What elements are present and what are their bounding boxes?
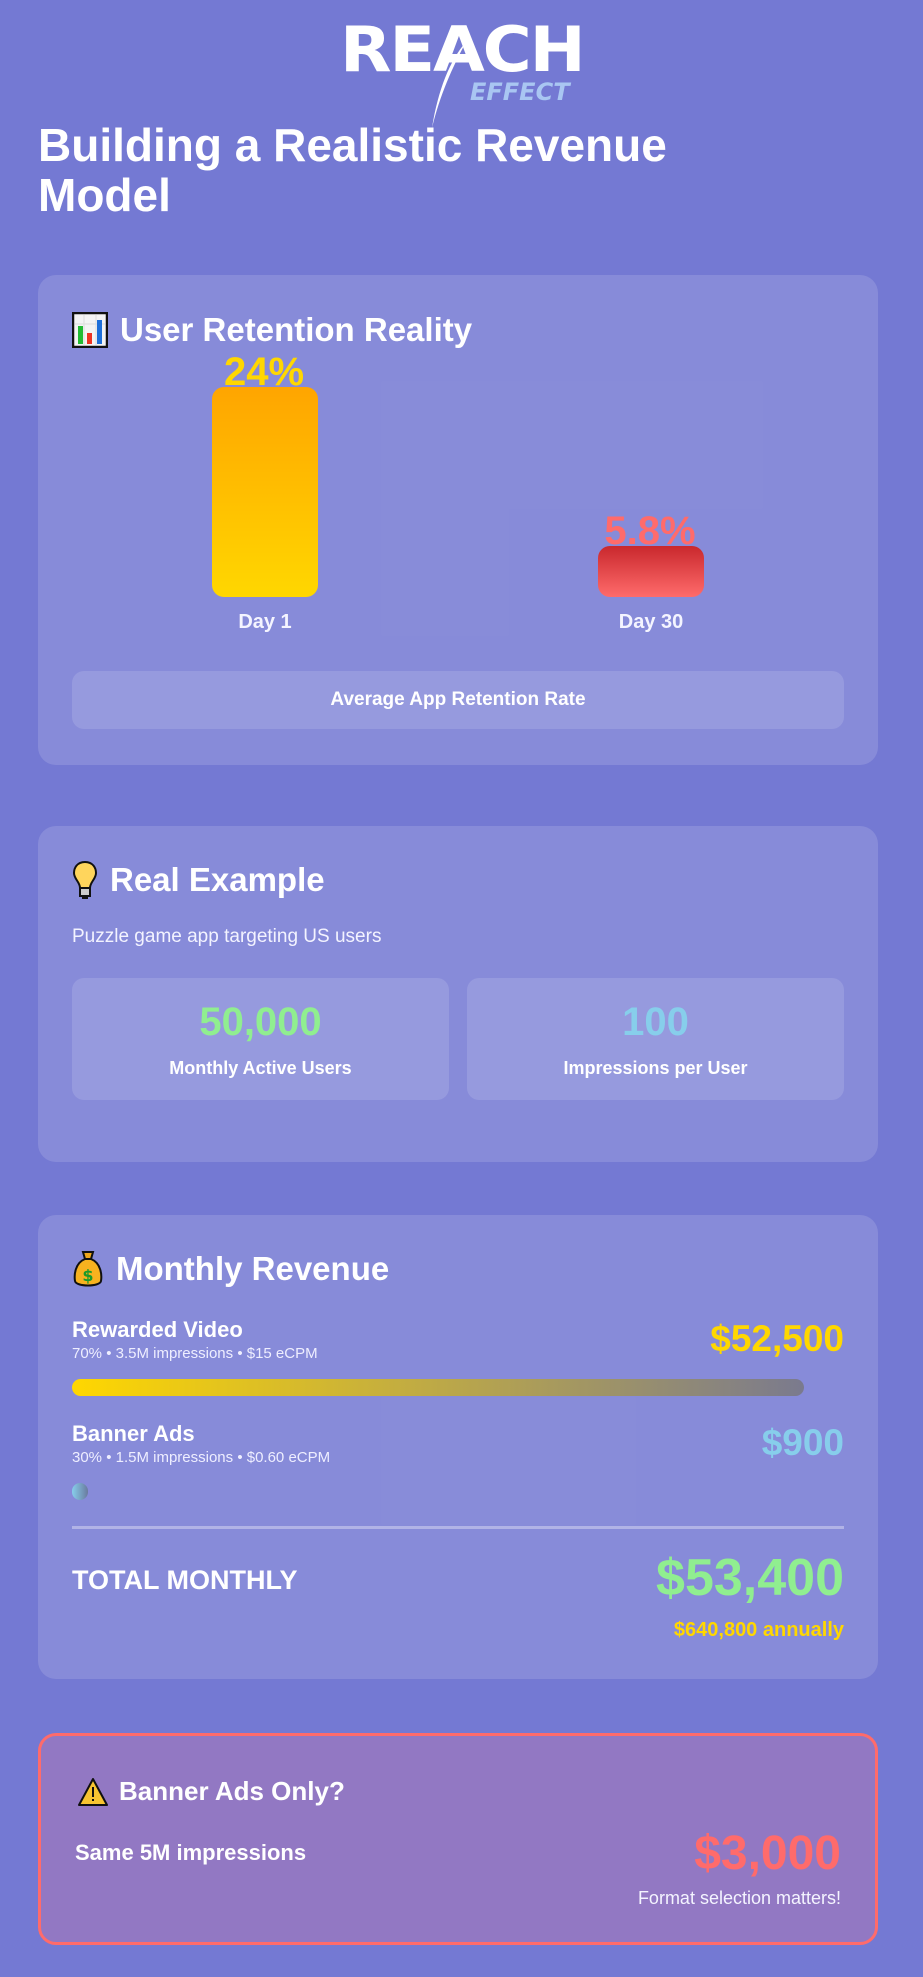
stat-impressions-per-user: 100 Impressions per User: [467, 978, 844, 1100]
stat-value: 100: [622, 1000, 689, 1044]
bar-value-day1: 24%: [223, 350, 305, 394]
retention-card: User Retention Reality 24% Day 1 5.8% Da…: [38, 275, 878, 765]
retention-card-title: User Retention Reality: [72, 311, 472, 349]
rev-amount-banner-ads: $900: [761, 1422, 844, 1463]
logo-sub-text: EFFECT: [470, 78, 570, 106]
rev-detail-rewarded-video: 70% • 3.5M impressions • $15 eCPM: [72, 1345, 318, 1362]
real-example-card: Real Example Puzzle game app targeting U…: [38, 826, 878, 1162]
bar-label-day30: Day 30: [618, 611, 684, 633]
stat-label: Monthly Active Users: [169, 1058, 352, 1078]
example-card-title: Real Example: [72, 860, 325, 900]
svg-text:$: $: [82, 1266, 93, 1285]
revenue-divider: [72, 1526, 844, 1529]
bar-day1: [212, 387, 318, 597]
bar-chart-icon: [72, 312, 108, 348]
stat-monthly-active-users: 50,000 Monthly Active Users: [72, 978, 449, 1100]
revenue-card-title: $ Monthly Revenue: [72, 1249, 389, 1289]
total-monthly-value: $53,400: [656, 1549, 844, 1607]
rev-bar-rewarded-video: [72, 1379, 804, 1396]
bar-label-day1: Day 1: [238, 611, 292, 633]
example-subtitle: Puzzle game app targeting US users: [72, 926, 382, 947]
warning-icon: [78, 1777, 108, 1806]
retention-title-text: User Retention Reality: [120, 311, 473, 348]
page-title: Building a Realistic Revenue Model: [38, 119, 667, 221]
rev-bar-banner-ads: [72, 1483, 88, 1500]
total-monthly-label: TOTAL MONTHLY: [72, 1565, 298, 1595]
warning-value: $3,000: [694, 1827, 841, 1880]
rev-amount-rewarded-video: $52,500: [710, 1318, 844, 1359]
rev-detail-banner-ads: 30% • 1.5M impressions • $0.60 eCPM: [72, 1449, 331, 1466]
rev-name-banner-ads: Banner Ads: [72, 1421, 195, 1446]
logo-swoosh-icon: [432, 42, 466, 128]
example-title-text: Real Example: [110, 861, 325, 898]
warning-card-title: Banner Ads Only?: [77, 1776, 345, 1807]
money-bag-icon: $: [73, 1251, 103, 1287]
reach-effect-logo: REACH EFFECT: [0, 13, 923, 128]
warning-note: Format selection matters!: [637, 1888, 841, 1908]
banner-only-warning-card: Banner Ads Only? Same 5M impressions $3,…: [38, 1733, 878, 1945]
monthly-revenue-card: $ Monthly Revenue Rewarded Video 70% • 3…: [38, 1215, 878, 1679]
retention-summary: Average App Retention Rate: [72, 671, 844, 729]
lightbulb-icon: [72, 860, 98, 899]
annual-revenue: $640,800 annually: [673, 1619, 844, 1641]
logo-main-text: REACH: [339, 13, 586, 86]
revenue-title-text: Monthly Revenue: [116, 1250, 390, 1287]
bar-value-day30: 5.8%: [604, 509, 696, 553]
warning-title-text: Banner Ads Only?: [119, 1776, 345, 1806]
warning-subtitle: Same 5M impressions: [75, 1840, 307, 1865]
stat-label: Impressions per User: [563, 1058, 748, 1078]
rev-name-rewarded-video: Rewarded Video: [72, 1317, 243, 1342]
stat-value: 50,000: [199, 1000, 322, 1044]
bar-day30: [598, 546, 704, 597]
